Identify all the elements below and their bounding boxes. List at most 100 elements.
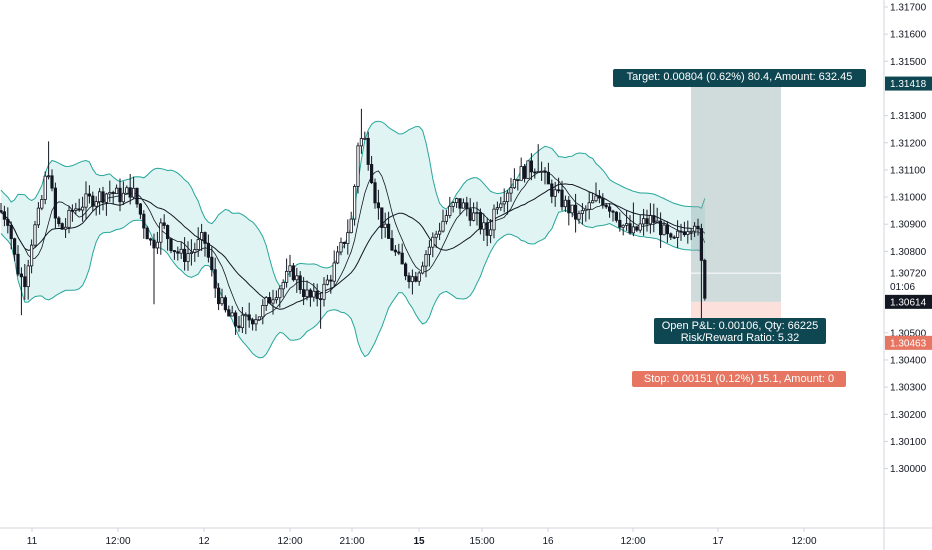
candle	[162, 214, 166, 230]
candle-body-down	[458, 198, 462, 209]
candle-body-down	[329, 279, 333, 282]
candle	[342, 241, 347, 249]
time-axis[interactable]: 11 12:00 12 12:00 21:00 15 15:00 16 12:00 17 12:00	[27, 528, 817, 547]
candle-body-up	[36, 207, 41, 226]
price-tick-label: 1.31200	[890, 138, 927, 149]
candle-body-down	[369, 164, 374, 184]
candle	[557, 177, 561, 194]
candle	[315, 283, 319, 307]
candle-body-down	[206, 242, 210, 258]
price-axis[interactable]: 1.31700 1.31600 1.31500 1.31300 1.31200 1.311…	[884, 3, 927, 476]
candle-body-down	[386, 223, 391, 239]
candle-body-up	[240, 314, 244, 329]
candle	[492, 204, 496, 239]
candle-body-up	[448, 205, 452, 216]
candle-body-up	[570, 204, 574, 214]
price-tick-label: 1.30000	[890, 464, 927, 475]
candle	[43, 171, 47, 205]
price-tick-label: 1.31500	[890, 57, 927, 68]
candle-body-down	[665, 224, 670, 235]
candle	[560, 180, 564, 211]
candle-body-up	[512, 179, 517, 189]
candle-body-down	[298, 275, 302, 290]
candle-body-down	[468, 208, 472, 221]
candle	[16, 245, 20, 277]
candle-body-down	[128, 187, 132, 198]
price-tick-label: 1.31100	[890, 165, 926, 176]
candle	[60, 222, 64, 230]
candle-body-up	[261, 305, 265, 318]
stop-label-text: Stop: 0.00151 (0.12%) 15.1, Amount: 0	[644, 373, 834, 385]
candle	[363, 131, 367, 140]
candle-body-down	[135, 187, 139, 205]
candle-body-up	[580, 210, 585, 214]
candle	[301, 277, 306, 306]
candle-body-up	[115, 187, 119, 194]
candle	[247, 302, 251, 328]
candle-body-down	[101, 191, 105, 203]
candle	[468, 198, 472, 227]
candle-body-down	[699, 228, 704, 261]
candle	[597, 190, 602, 204]
candle	[23, 264, 27, 300]
candle	[488, 219, 493, 244]
candle	[676, 220, 680, 249]
candle	[625, 210, 629, 231]
candle-body-up	[471, 212, 476, 221]
candle	[176, 246, 180, 261]
candle	[305, 280, 309, 301]
price-tags: 1.31418 1.30720 01:06 1.30614 1.30463	[885, 76, 932, 350]
candle-body-up	[349, 218, 353, 234]
candle	[87, 185, 91, 204]
candle-body-down	[91, 195, 95, 207]
candle-body-up	[339, 241, 343, 253]
candle-body-down	[611, 210, 615, 213]
candle-body-up	[451, 202, 455, 207]
candle-body-down	[679, 230, 683, 233]
candle-body-up	[642, 218, 646, 225]
candle-body-down	[397, 251, 401, 254]
candle-body-down	[478, 212, 483, 230]
long-position-tool[interactable]	[691, 83, 781, 343]
candle	[577, 210, 581, 224]
candle-body-down	[53, 187, 58, 219]
candle-body-down	[597, 195, 602, 199]
candle-body-down	[6, 218, 10, 226]
candle	[138, 203, 142, 220]
candle-body-up	[335, 251, 340, 264]
candle	[420, 261, 425, 275]
candle-body-up	[29, 244, 34, 267]
candle	[135, 187, 139, 208]
candle-body-down	[659, 220, 663, 236]
candle	[516, 179, 520, 191]
candle-body-down	[291, 265, 296, 281]
candle-body-down	[645, 218, 649, 225]
candle	[424, 250, 428, 278]
candle-body-up	[264, 297, 268, 306]
candle-body-up	[43, 175, 47, 200]
candle-body-up	[424, 254, 428, 267]
candle-body-down	[148, 238, 153, 241]
candle-body-down	[57, 217, 61, 225]
candle	[587, 191, 591, 220]
price-tick-label: 1.30200	[890, 410, 927, 421]
price-tag-label: 1.30720	[890, 269, 927, 280]
candle	[659, 212, 663, 248]
candle-body-down	[543, 170, 547, 173]
candle	[393, 245, 398, 256]
candle-body-down	[23, 276, 27, 288]
candle	[502, 188, 506, 213]
time-tick-label: 17	[712, 536, 724, 547]
candle-body-up	[437, 230, 442, 235]
candle-body-down	[250, 319, 255, 325]
candle-body-up	[193, 249, 197, 253]
candle	[148, 237, 153, 246]
candle-body-up	[312, 290, 316, 298]
candle-body-down	[557, 189, 561, 192]
candle-body-up	[352, 186, 357, 220]
candle-body-down	[608, 206, 612, 212]
candle-body-up	[499, 203, 503, 209]
candle	[451, 201, 455, 213]
candle-body-up	[346, 232, 350, 244]
